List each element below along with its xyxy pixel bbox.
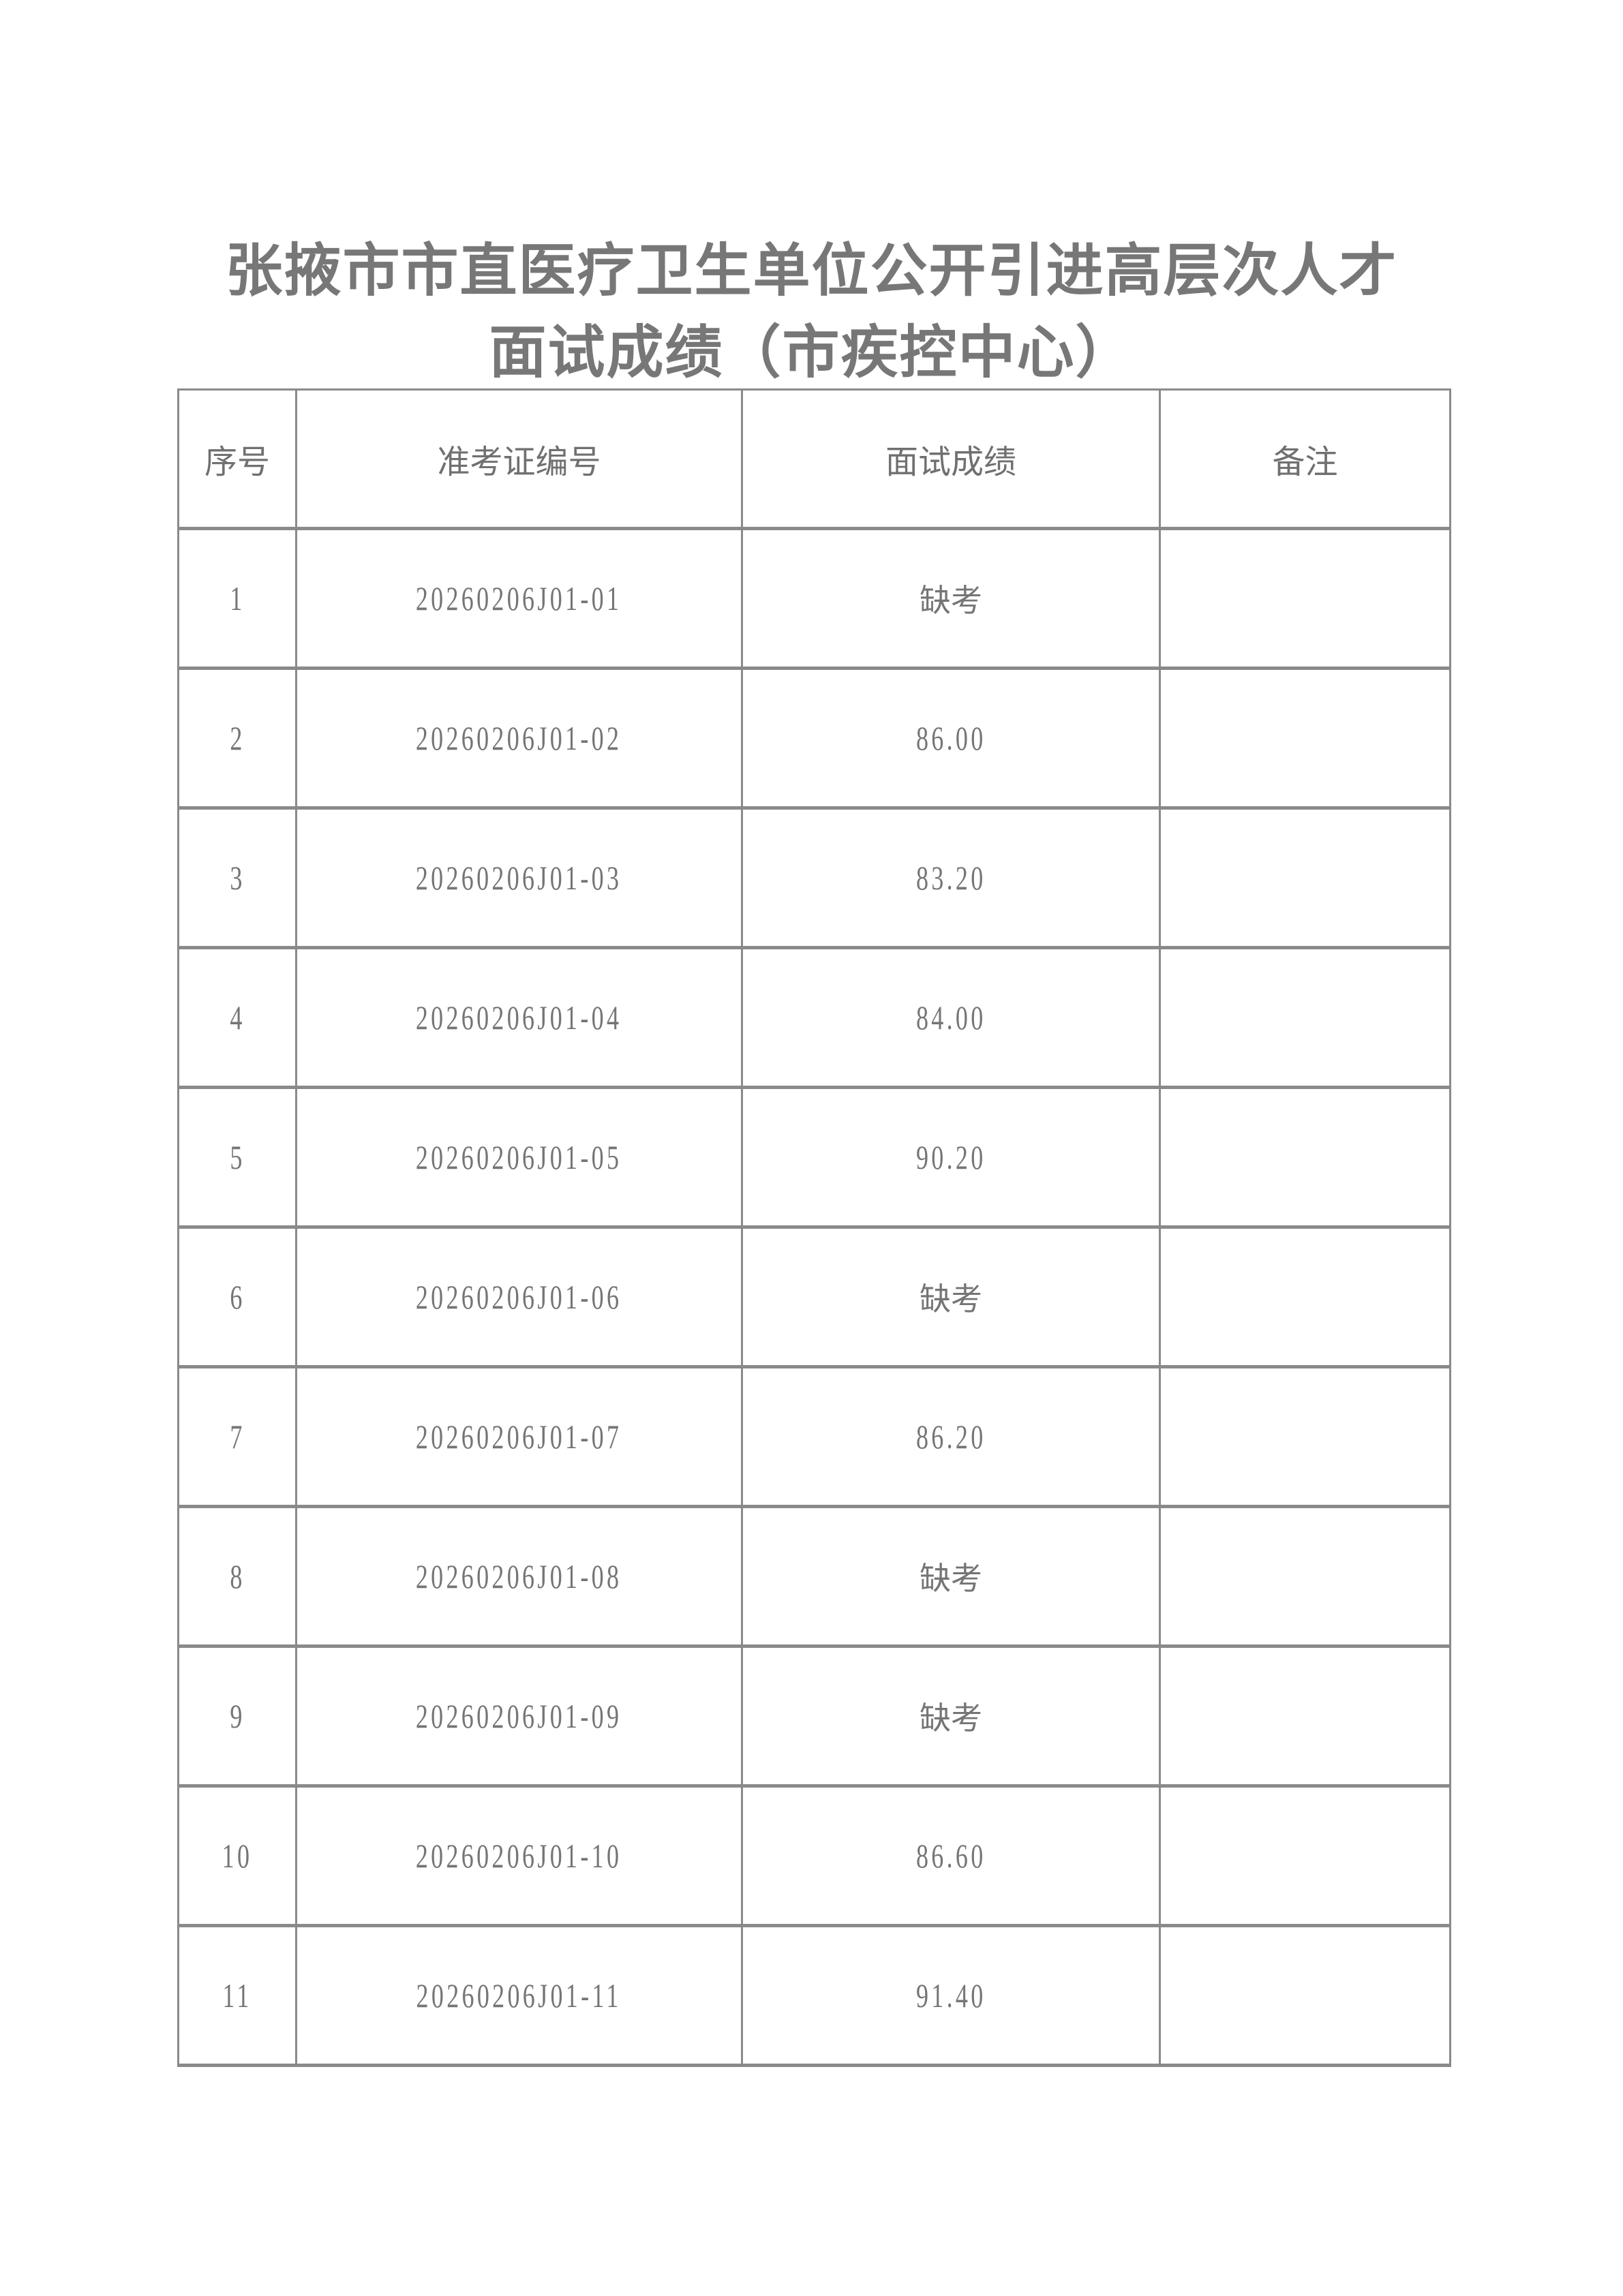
- table-row: 10 20260206J01-10 86.60: [177, 1785, 1451, 1927]
- row-exam-id: 20260206J01-03: [295, 807, 743, 949]
- header-score: 面试成绩: [741, 388, 1161, 530]
- table-row: 8 20260206J01-08 缺考: [177, 1505, 1451, 1647]
- row-no: 1: [177, 527, 297, 669]
- row-no: 6: [177, 1226, 297, 1368]
- row-no: 10: [177, 1785, 297, 1927]
- table-row: 5 20260206J01-05 90.20: [177, 1086, 1451, 1228]
- row-no: 7: [177, 1366, 297, 1507]
- row-score: 84.00: [741, 947, 1161, 1088]
- row-note: [1159, 947, 1451, 1088]
- row-exam-id: 20260206J01-07: [295, 1366, 743, 1507]
- row-score: 缺考: [741, 1505, 1161, 1647]
- row-exam-id: 20260206J01-08: [295, 1505, 743, 1647]
- row-note: [1159, 807, 1451, 949]
- row-note: [1159, 1925, 1451, 2066]
- table-row: 11 20260206J01-11 91.40: [177, 1925, 1451, 2066]
- row-score: 86.00: [741, 667, 1161, 809]
- row-note: [1159, 1086, 1451, 1228]
- score-table: 序号 准考证编号 面试成绩 备注 1 20260206J01-01 缺考 2 20260…: [177, 388, 1451, 2067]
- row-exam-id: 20260206J01-09: [295, 1645, 743, 1787]
- table-row: 3 20260206J01-03 83.20: [177, 807, 1451, 949]
- row-exam-id: 20260206J01-06: [295, 1226, 743, 1368]
- row-exam-id: 20260206J01-05: [295, 1086, 743, 1228]
- row-score: 缺考: [741, 527, 1161, 669]
- document-title-line2: 面试成绩（市疾控中心）: [489, 319, 1134, 386]
- row-score: 86.60: [741, 1785, 1161, 1927]
- row-score: 91.40: [741, 1925, 1161, 2066]
- table-row: 9 20260206J01-09 缺考: [177, 1645, 1451, 1787]
- row-score: 90.20: [741, 1086, 1161, 1228]
- header-exam-id: 准考证编号: [295, 388, 743, 530]
- row-note: [1159, 1366, 1451, 1507]
- row-score: 83.20: [741, 807, 1161, 949]
- row-exam-id: 20260206J01-11: [295, 1925, 743, 2066]
- table-row: 4 20260206J01-04 84.00: [177, 947, 1451, 1088]
- row-exam-id: 20260206J01-04: [295, 947, 743, 1088]
- row-note: [1159, 1645, 1451, 1787]
- row-score: 缺考: [741, 1226, 1161, 1368]
- row-no: 3: [177, 807, 297, 949]
- document-title-line1: 张掖市市直医疗卫生单位公开引进高层次人才: [225, 237, 1398, 304]
- table-row: 7 20260206J01-07 86.20: [177, 1366, 1451, 1507]
- row-note: [1159, 667, 1451, 809]
- row-note: [1159, 527, 1451, 669]
- row-no: 4: [177, 947, 297, 1088]
- table-row: 2 20260206J01-02 86.00: [177, 667, 1451, 809]
- row-exam-id: 20260206J01-02: [295, 667, 743, 809]
- row-note: [1159, 1785, 1451, 1927]
- row-no: 5: [177, 1086, 297, 1228]
- row-no: 9: [177, 1645, 297, 1787]
- table-header-row: 序号 准考证编号 面试成绩 备注: [177, 388, 1451, 530]
- row-no: 11: [177, 1925, 297, 2066]
- row-no: 2: [177, 667, 297, 809]
- row-score: 86.20: [741, 1366, 1161, 1507]
- row-exam-id: 20260206J01-10: [295, 1785, 743, 1927]
- row-no: 8: [177, 1505, 297, 1647]
- row-score: 缺考: [741, 1645, 1161, 1787]
- header-note: 备注: [1159, 388, 1451, 530]
- table-row: 1 20260206J01-01 缺考: [177, 527, 1451, 669]
- row-exam-id: 20260206J01-01: [295, 527, 743, 669]
- table-row: 6 20260206J01-06 缺考: [177, 1226, 1451, 1368]
- header-no: 序号: [177, 388, 297, 530]
- row-note: [1159, 1226, 1451, 1368]
- row-note: [1159, 1505, 1451, 1647]
